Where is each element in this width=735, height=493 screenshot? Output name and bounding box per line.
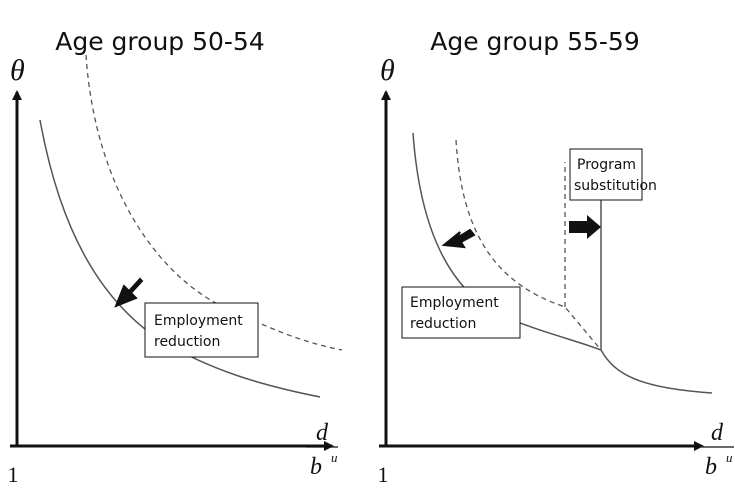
annotation-text: Employment [154,313,243,329]
solid-curve [412,132,713,394]
annotation-text: substitution [574,178,657,194]
panel-left: Age group 50-54 θ d b u 1 Employment red… [8,27,343,487]
x-label-sup: u [726,450,733,465]
annotation-box [144,302,259,358]
panel-title: Age group 50-54 [55,27,265,56]
shift-arrow [114,277,144,308]
shift-arrow [569,215,601,239]
dashed-curve [85,54,343,351]
annotation-text: Program [577,157,636,173]
x-label-num: d [316,420,329,446]
annotation-text: reduction [154,334,220,350]
annotation-text: reduction [410,316,476,332]
dashed-curve [455,139,602,351]
y-label: θ [10,54,25,87]
annotation-text: Employment [410,295,499,311]
y-label: θ [380,54,395,87]
x-label-sup: u [331,450,338,465]
panel-right: Age group 55-59 θ d b u 1 Program substi… [378,27,734,487]
panel-title: Age group 55-59 [430,27,640,56]
origin-label: 1 [378,462,389,487]
origin-label: 1 [8,462,19,487]
x-label-den: b [310,454,322,480]
annotation-box [401,286,521,339]
x-label-den: b [705,454,717,480]
annotation-box [569,148,643,201]
shift-arrow [441,228,476,249]
x-label-num: d [711,420,724,446]
